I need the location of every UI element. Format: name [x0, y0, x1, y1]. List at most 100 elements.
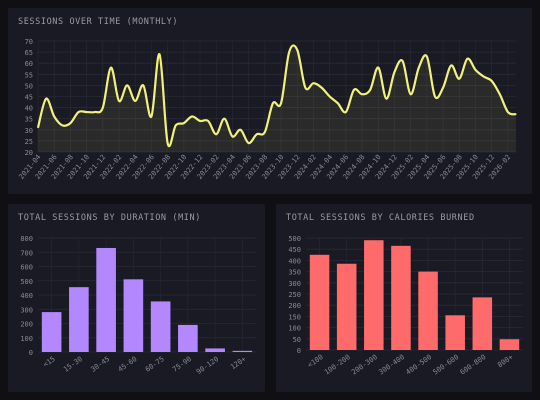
sessions-point [77, 111, 80, 113]
sessions-point [223, 118, 225, 120]
sessions-point [175, 124, 177, 126]
calories-ytick-label: 300 [288, 280, 301, 288]
duration-xtick-label: 45-60 [117, 355, 139, 374]
sessions-point [337, 102, 339, 104]
duration-bar [150, 301, 171, 352]
sessions-point [191, 115, 193, 118]
duration-ytick-label: 100 [20, 335, 33, 343]
sessions-point [61, 124, 63, 126]
sessions-by-duration-chart: 0 100 200 300 400 500 600 700 800 <15 15-30 30-45 45… [20, 235, 256, 376]
sessions-point [458, 78, 460, 80]
calories-ytick-label: 350 [288, 269, 301, 277]
sessions-point [296, 49, 298, 51]
sessions-point [442, 87, 444, 89]
sessions-point [94, 111, 96, 113]
line-ytick-label: 65 [25, 49, 33, 57]
sessions-point [393, 71, 396, 73]
sessions-point [450, 64, 452, 67]
calories-bar [336, 263, 357, 350]
line-ytick-label: 40 [25, 105, 33, 113]
calories-xtick-label: 300-400 [377, 353, 406, 376]
sessions-point [361, 93, 363, 95]
sessions-point [385, 98, 387, 100]
duration-ytick-label: 600 [20, 264, 33, 272]
line-ytick-label: 55 [25, 71, 33, 79]
sessions-point [482, 75, 485, 78]
duration-bar [178, 324, 198, 352]
sessions-point [158, 53, 161, 55]
sessions-over-time-panel: SESSIONS OVER TIME (MONTHLY) 20 25 30 35 40 4… [8, 8, 532, 194]
sessions-point [118, 100, 120, 102]
sessions-point [401, 60, 404, 62]
sessions-point [239, 129, 242, 131]
sessions-area-fill [38, 45, 516, 152]
duration-ytick-label: 700 [20, 249, 33, 257]
calories-xtick-label: 400-500 [404, 353, 433, 376]
calories-ytick-label: 450 [288, 246, 301, 254]
sessions-by-calories-panel: TOTAL SESSIONS BY CALORIES BURNED 0 50 100… [276, 204, 532, 392]
calories-bar [445, 315, 465, 350]
line-ytick-label: 70 [25, 38, 33, 46]
duration-xtick-label: 120+ [229, 355, 247, 371]
sessions-over-time-chart: 20253035404550556065702021-042021-062021… [17, 38, 517, 181]
sessions-point [304, 87, 306, 89]
sessions-point [272, 102, 274, 104]
sessions-point [207, 120, 209, 122]
duration-ytick-label: 400 [20, 292, 33, 300]
sessions-by-calories-chart: 0 50 100 150 200 250 300 350 400 450 500 <100100-20… [288, 235, 523, 377]
duration-bar [205, 348, 225, 352]
sessions-point [69, 122, 72, 124]
sessions-point [142, 84, 144, 86]
calories-ytick-label: 50 [293, 336, 301, 344]
sessions-point [474, 69, 477, 71]
sessions-point [288, 51, 290, 53]
sessions-point [53, 115, 55, 118]
sessions-point [110, 67, 112, 69]
duration-ytick-label: 500 [20, 278, 33, 286]
sessions-point [215, 133, 217, 135]
sessions-point [353, 89, 355, 91]
sessions-point [231, 135, 234, 138]
sessions-point [418, 67, 420, 69]
calories-ytick-label: 100 [288, 325, 301, 333]
sessions-point [345, 111, 347, 113]
calories-ytick-label: 150 [288, 313, 301, 321]
sessions-point [126, 84, 128, 86]
calories-bar [309, 254, 330, 350]
sessions-point [256, 133, 258, 135]
sessions-point [507, 111, 509, 113]
duration-xtick-label: 60-75 [144, 355, 166, 374]
sessions-point [312, 82, 315, 84]
sessions-point [280, 102, 282, 104]
line-ytick-label: 25 [25, 138, 33, 146]
duration-xtick-label: 75-90 [171, 355, 193, 374]
line-ytick-label: 20 [25, 149, 33, 157]
line-ytick-label: 50 [25, 82, 33, 90]
sessions-point [320, 87, 323, 89]
sessions-by-calories-title: TOTAL SESSIONS BY CALORIES BURNED [286, 213, 475, 223]
sessions-point [264, 131, 266, 133]
sessions-point [410, 93, 412, 95]
duration-bar [41, 312, 62, 352]
calories-ytick-label: 250 [288, 291, 301, 299]
calories-ytick-label: 500 [288, 235, 301, 243]
duration-bar [123, 279, 144, 352]
sessions-point [183, 122, 185, 124]
calories-bar [364, 240, 384, 350]
duration-xtick-label: <15 [42, 355, 57, 369]
duration-ytick-label: 0 [29, 349, 33, 357]
duration-ytick-label: 300 [20, 306, 33, 314]
line-ytick-label: 30 [25, 127, 33, 135]
duration-bar [232, 350, 253, 352]
sessions-point [45, 98, 47, 100]
duration-xtick-label: 90-120 [195, 355, 220, 376]
calories-xtick-label: 800+ [496, 353, 514, 369]
sessions-point [37, 126, 39, 129]
line-ytick-label: 45 [25, 94, 33, 102]
calories-xtick-label: 600-800 [459, 353, 488, 376]
duration-bar [69, 287, 89, 352]
sessions-point [491, 80, 493, 82]
calories-ytick-label: 0 [297, 347, 301, 355]
calories-ytick-label: 200 [288, 302, 301, 310]
sessions-point [248, 142, 250, 144]
